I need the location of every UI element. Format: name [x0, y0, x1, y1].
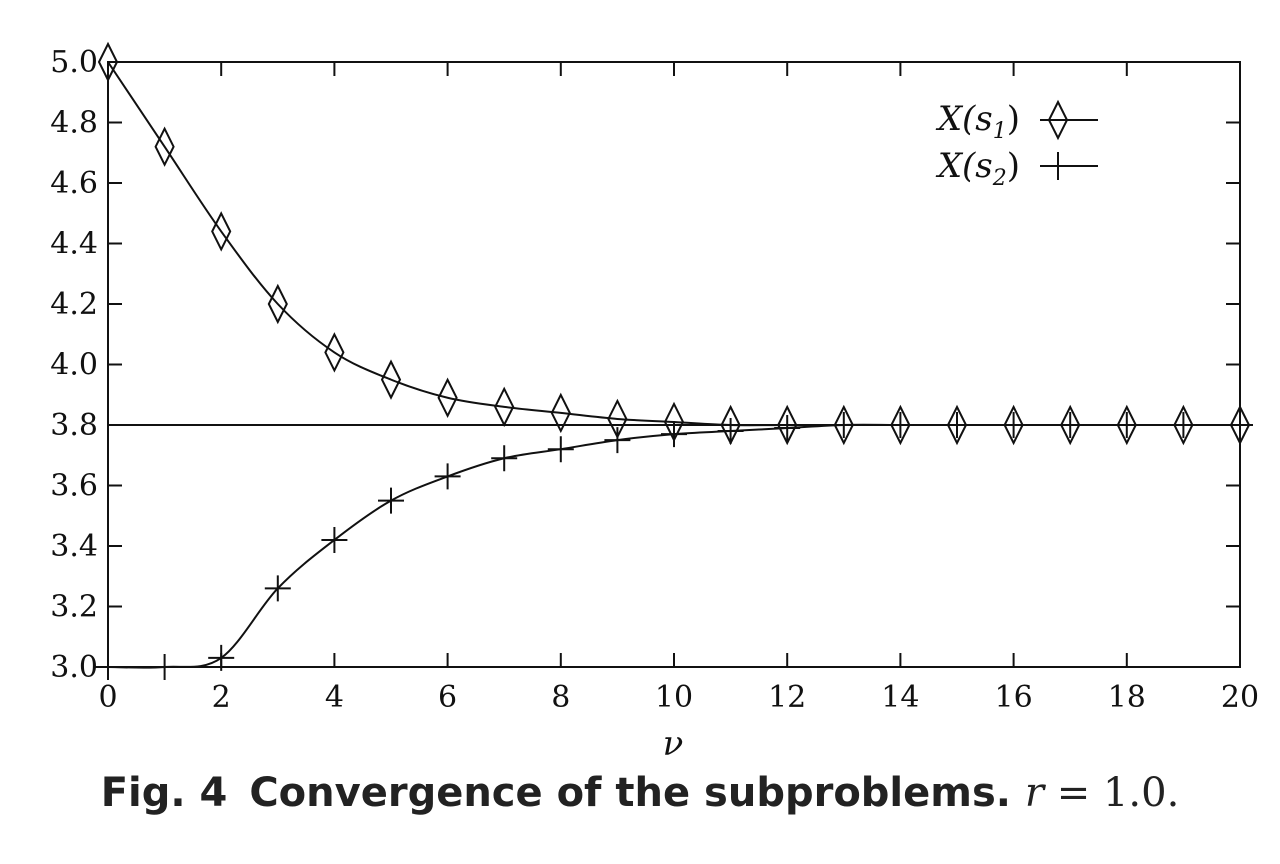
y-tick-label: 3.6	[50, 469, 98, 504]
caption-math-var: r	[1024, 770, 1045, 816]
y-tick-label: 4.0	[50, 348, 98, 383]
data-point-diamond	[890, 404, 911, 446]
data-point-plus	[547, 436, 574, 463]
x-tick-label: 20	[1221, 680, 1259, 715]
y-tick-label: 4.4	[50, 227, 98, 262]
data-point-plus	[95, 654, 121, 680]
x-tick-label: 16	[995, 680, 1033, 715]
data-point-diamond	[380, 359, 402, 400]
data-point-diamond	[97, 41, 119, 83]
figure-caption: Fig. 4 Convergence of the subproblems. r …	[0, 770, 1280, 816]
data-point-diamond	[494, 386, 515, 428]
legend-label-s2: X(s2)	[935, 146, 1020, 191]
data-point-diamond	[777, 404, 798, 446]
data-point-plus	[887, 412, 914, 438]
data-point-diamond	[437, 377, 458, 419]
caption-label: Fig. 4	[100, 770, 228, 816]
data-point-diamond	[833, 404, 854, 446]
axis-ticks	[107, 61, 1241, 668]
caption-text: Convergence of the subproblems.	[249, 770, 1011, 816]
data-point-plus	[774, 415, 801, 442]
x-tick-label: 4	[325, 680, 344, 715]
series-line-2	[107, 423, 1240, 669]
data-point-diamond	[1229, 404, 1251, 446]
data-point-plus	[1000, 412, 1027, 438]
legend-s1-end: )	[1007, 99, 1020, 139]
y-tick-label: 4.8	[50, 106, 98, 141]
data-point-plus	[434, 463, 461, 490]
y-tick-label: 3.4	[50, 529, 98, 564]
y-tick-label: 5.0	[50, 45, 98, 80]
data-point-plus	[661, 421, 687, 448]
x-tick-label: 14	[881, 680, 919, 715]
legend-s1-sub: 1	[993, 119, 1007, 144]
data-point-plus	[717, 418, 744, 445]
legend: X(s1) X(s2)	[935, 99, 1098, 191]
caption-math: r = 1.0.	[1025, 770, 1179, 816]
y-tick-label: 4.6	[50, 166, 98, 201]
x-tick-label: 10	[655, 680, 693, 715]
x-tick-label: 12	[768, 680, 806, 715]
data-point-plus	[491, 445, 518, 472]
data-point-plus	[830, 412, 857, 438]
data-point-diamond	[946, 404, 968, 446]
data-point-plus	[151, 654, 178, 680]
data-point-plus	[1113, 412, 1140, 438]
y-tick-label: 3.8	[50, 408, 98, 443]
data-point-plus	[1170, 412, 1197, 438]
convergence-chart: 0 2 4 6 8 10 12 14 16 18 203.03.23.43.63.84.04.24.…	[50, 41, 1259, 764]
data-point-plus	[264, 575, 291, 602]
series-line-1	[107, 61, 1240, 427]
tick-labels: 0 2 4 6 8 10 12 14 16 18 203.03.23.43.63.84.04.24.…	[50, 45, 1259, 715]
data-point-plus	[208, 644, 235, 671]
legend-s1-base: X(s	[935, 99, 993, 139]
legend-s2-sub: 2	[992, 166, 1007, 191]
data-point-plus	[378, 487, 404, 514]
x-tick-label: 6	[438, 680, 457, 715]
legend-marker-s1	[1047, 99, 1069, 141]
legend-s2-end: )	[1007, 146, 1020, 186]
data-point-plus	[1057, 412, 1084, 438]
data-point-diamond	[211, 211, 232, 252]
legend-marker-s2	[1044, 152, 1072, 180]
data-point-plus	[604, 427, 631, 454]
y-tick-label: 4.2	[50, 287, 98, 322]
data-point-diamond	[324, 332, 345, 373]
data-point-diamond	[267, 283, 288, 325]
x-tick-label: 0	[98, 680, 117, 715]
data-point-plus	[944, 412, 970, 438]
x-tick-label: 2	[212, 680, 231, 715]
legend-s2-base: X(s	[935, 146, 993, 186]
x-axis-label: ν	[663, 724, 684, 764]
data-point-diamond	[1060, 404, 1081, 446]
data-point-diamond	[550, 392, 571, 434]
caption-math-rest: = 1.0.	[1044, 770, 1180, 816]
data-point-plus	[321, 526, 348, 553]
x-tick-label: 8	[551, 680, 570, 715]
y-tick-label: 3.2	[50, 590, 98, 625]
x-tick-label: 18	[1108, 680, 1146, 715]
y-tick-label: 3.0	[50, 650, 98, 685]
data-point-diamond	[1116, 404, 1137, 446]
data-point-diamond	[154, 126, 175, 167]
legend-label-s1: X(s1)	[935, 99, 1020, 144]
data-point-diamond	[1173, 404, 1194, 446]
data-point-plus	[1227, 412, 1253, 438]
series-markers	[95, 41, 1253, 680]
data-point-diamond	[1003, 404, 1024, 446]
